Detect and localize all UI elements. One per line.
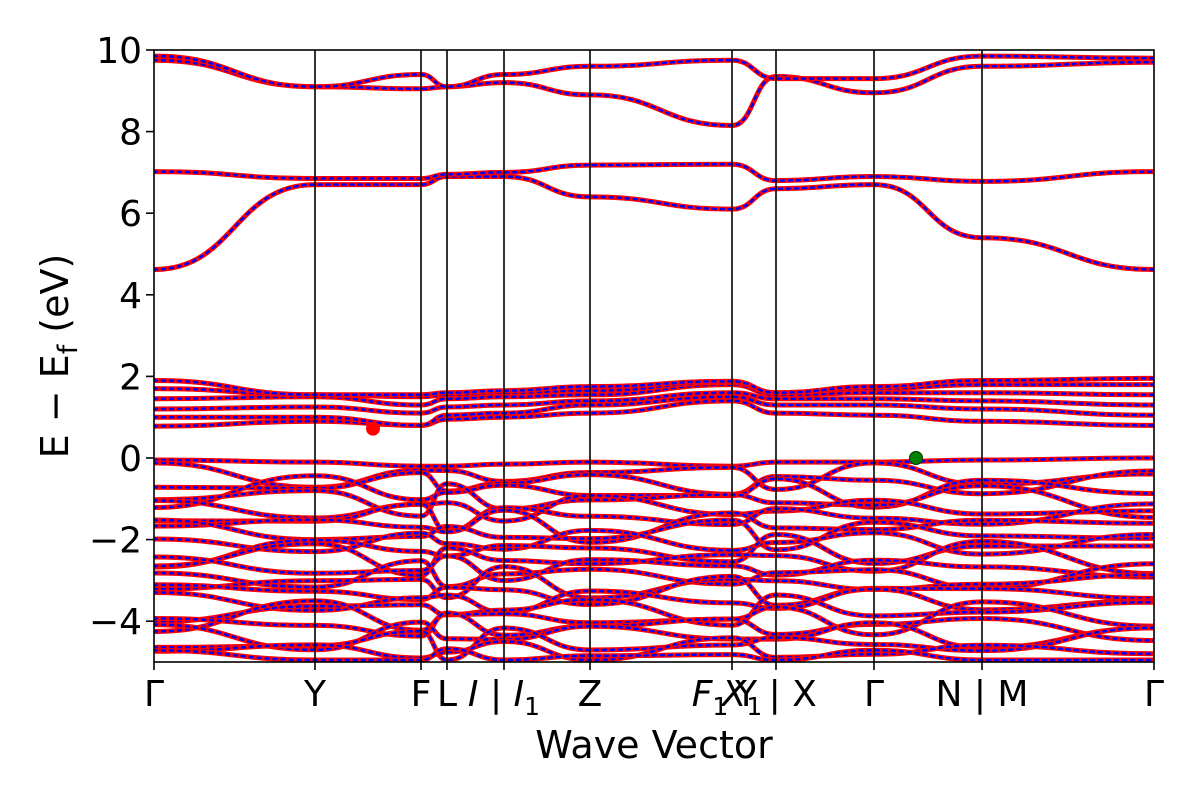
x-tick-label: Γ xyxy=(864,674,884,715)
valence-band-11-spin-down xyxy=(154,540,1154,577)
plot-frame xyxy=(153,49,1155,663)
kpath-lines xyxy=(314,50,983,662)
midgap-band-3-spin-down xyxy=(154,383,1154,407)
y-axis-title-subscript: f xyxy=(53,343,84,354)
valence-band-3-spin-down xyxy=(154,474,1154,509)
y-axis-title-unit: (eV) xyxy=(33,254,77,345)
x-tick-label: F xyxy=(411,674,432,715)
conduction-band-2-spin-down xyxy=(154,58,1154,127)
vbm-marker xyxy=(909,451,923,465)
midgap-band-1-spin-down xyxy=(154,395,1154,427)
valence-band-17-spin-down xyxy=(154,593,1154,627)
valence-band-10-spin-down xyxy=(154,533,1154,569)
x-tick-label: N | M xyxy=(935,674,1028,715)
y-axis-title: E − Ef (eV) xyxy=(33,254,84,459)
x-tick-label: F1 xyxy=(692,674,729,721)
cbm-marker xyxy=(366,421,380,436)
y-tick-label: −4 xyxy=(89,602,142,643)
y-axis-title-main: E − E xyxy=(33,354,77,458)
y-tick-label: 0 xyxy=(119,439,142,480)
valence-band-22-spin-down xyxy=(154,636,1154,662)
x-tick-label: Z xyxy=(578,674,603,715)
y-tick-label: −2 xyxy=(89,521,142,562)
x-tick-label: Γ xyxy=(144,674,164,715)
valence-band-8-spin-down xyxy=(154,518,1154,552)
y-tick-label: 6 xyxy=(119,194,142,235)
valence-band-7-spin-down xyxy=(154,508,1154,544)
y-tick-label: 10 xyxy=(96,31,142,72)
conduction-band-0-spin-down xyxy=(154,175,1154,271)
x-tick-label: I | I1 xyxy=(468,674,540,721)
midgap-band-2-spin-down xyxy=(154,391,1154,415)
x-tick-label: X1 xyxy=(720,674,763,721)
valence-band-4-spin-down xyxy=(154,482,1154,519)
conduction-band-3-spin-down xyxy=(154,54,1154,88)
valence-band-18-spin-down xyxy=(154,599,1154,637)
y-tick-label: 2 xyxy=(119,357,142,398)
conduction-band-1-spin-down xyxy=(154,162,1154,183)
midgap-band-5-spin-down xyxy=(154,377,1154,397)
y-tick-label: 8 xyxy=(119,113,142,154)
x-tick-label: Γ xyxy=(1144,674,1164,715)
valence-band-21-spin-down xyxy=(154,626,1154,662)
valence-band-14-spin-down xyxy=(154,565,1154,600)
markers-layer xyxy=(366,421,923,465)
y-tick-label: 4 xyxy=(119,276,142,317)
bands-layer xyxy=(154,53,1154,662)
x-tick-label: Y xyxy=(303,674,327,715)
x-tick-label: L xyxy=(437,674,457,715)
y-axis-ticks: −4 −2 0 2 4 6 8 10 xyxy=(89,31,154,643)
valence-band-0-spin-down xyxy=(154,456,1154,468)
valence-band-12-spin-down xyxy=(154,554,1154,582)
x-axis-title: Wave Vector xyxy=(535,723,773,767)
valence-band-23-spin-down xyxy=(154,647,1154,662)
x-tick-label: Y | X xyxy=(734,674,817,715)
valence-band-13-spin-down xyxy=(154,559,1154,590)
